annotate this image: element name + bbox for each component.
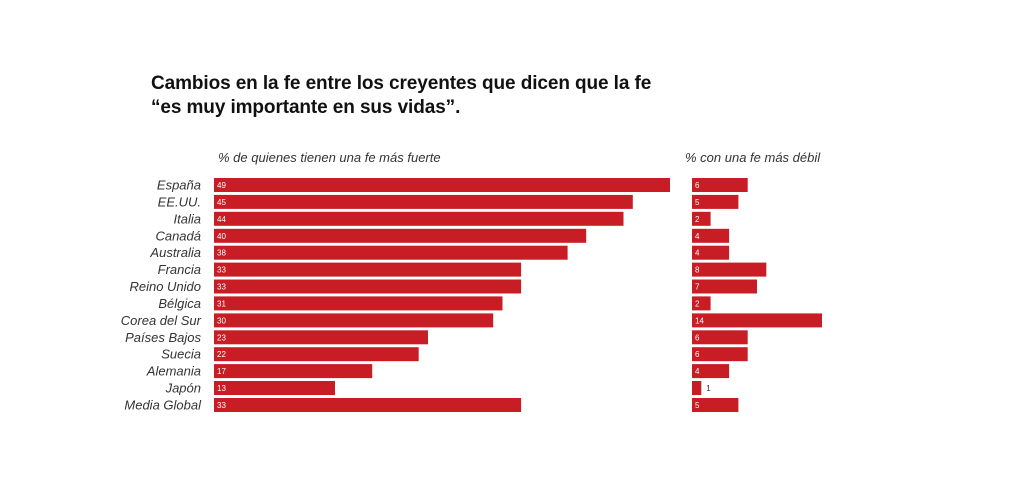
chart-title-line-1: Cambios en la fe entre los creyentes que…	[151, 73, 652, 94]
stronger-value-label-belgica: 31	[217, 299, 226, 308]
stronger-value-label-espana: 49	[217, 181, 226, 190]
weaker-value-label-corea-del-sur: 14	[695, 316, 704, 325]
weaker-value-label-belgica: 2	[695, 299, 700, 308]
category-label-belgica: Bélgica	[158, 296, 201, 311]
stronger-value-label-australia: 38	[217, 249, 226, 258]
category-label-paises-bajos: Países Bajos	[125, 330, 201, 345]
category-label-ee-uu: EE.UU.	[158, 194, 201, 209]
stronger-value-label-canada: 40	[217, 232, 226, 241]
weaker-bar-suecia	[692, 347, 748, 362]
weaker-value-label-suecia: 6	[695, 350, 700, 359]
weaker-value-label-canada: 4	[695, 232, 700, 241]
weaker-bar-francia	[692, 262, 767, 277]
weaker-value-label-espana: 6	[695, 181, 700, 190]
stronger-bar-ee-uu	[214, 194, 633, 209]
stronger-bar-francia	[214, 262, 522, 277]
category-label-suecia: Suecia	[161, 347, 201, 362]
stronger-value-label-ee-uu: 45	[217, 198, 226, 207]
stronger-bar-alemania	[214, 364, 373, 379]
weaker-bar-belgica	[692, 296, 711, 311]
stronger-value-label-francia: 33	[217, 266, 226, 275]
weaker-bar-japon	[692, 381, 702, 395]
stronger-bar-espana	[214, 178, 670, 192]
stronger-value-label-reino-unido: 33	[217, 283, 226, 292]
stronger-value-label-media-global: 33	[217, 401, 226, 410]
category-label-espana: España	[157, 178, 201, 193]
stronger-value-label-paises-bajos: 23	[217, 333, 226, 342]
panel-stronger-faith: 49 45 44 40 38 33 33 31 30 23 22 17 13 33	[214, 178, 670, 412]
stronger-value-label-italia: 44	[217, 215, 226, 224]
category-label-japon: Japón	[165, 381, 201, 396]
weaker-value-label-francia: 8	[695, 266, 700, 275]
weaker-bar-espana	[692, 178, 748, 192]
weaker-value-label-japon: 1	[706, 384, 711, 393]
category-label-reino-unido: Reino Unido	[129, 279, 201, 294]
category-label-corea-del-sur: Corea del Sur	[121, 313, 202, 328]
weaker-bar-alemania	[692, 364, 730, 379]
weaker-bar-australia	[692, 245, 730, 260]
weaker-value-label-ee-uu: 5	[695, 198, 700, 207]
stronger-value-label-suecia: 22	[217, 350, 226, 359]
weaker-bar-italia	[692, 211, 711, 226]
stronger-bar-italia	[214, 211, 624, 226]
weaker-bar-reino-unido	[692, 279, 757, 294]
panel-title-weaker-faith: % con una fe más débil	[685, 150, 821, 165]
stronger-bar-paises-bajos	[214, 330, 428, 345]
category-label-australia: Australia	[149, 245, 201, 260]
weaker-value-label-australia: 4	[695, 249, 700, 258]
weaker-bar-corea-del-sur	[692, 313, 822, 328]
stronger-bar-canada	[214, 228, 587, 243]
weaker-value-label-alemania: 4	[695, 367, 700, 376]
weaker-value-label-italia: 2	[695, 215, 700, 224]
stronger-bar-japon	[214, 381, 335, 395]
stronger-bar-australia	[214, 245, 568, 260]
category-label-media-global: Media Global	[124, 398, 202, 413]
stronger-bar-corea-del-sur	[214, 313, 494, 328]
category-label-canada: Canadá	[155, 228, 201, 243]
weaker-bar-ee-uu	[692, 194, 739, 209]
stronger-value-label-alemania: 17	[217, 367, 226, 376]
category-label-italia: Italia	[174, 211, 201, 226]
weaker-value-label-paises-bajos: 6	[695, 333, 700, 342]
stronger-value-label-japon: 13	[217, 384, 226, 393]
stronger-bar-media-global	[214, 398, 522, 412]
weaker-bar-canada	[692, 228, 730, 243]
chart-title: Cambios en la fe entre los creyentes que…	[151, 72, 651, 120]
weaker-bar-paises-bajos	[692, 330, 748, 345]
stronger-bar-belgica	[214, 296, 503, 311]
panel-title-stronger-faith: % de quienes tienen una fe más fuerte	[218, 150, 441, 165]
weaker-value-label-media-global: 5	[695, 401, 700, 410]
stronger-bar-reino-unido	[214, 279, 522, 294]
category-label-francia: Francia	[158, 262, 201, 277]
category-label-alemania: Alemania	[146, 364, 201, 379]
stronger-value-label-corea-del-sur: 30	[217, 316, 226, 325]
weaker-bar-media-global	[692, 398, 739, 412]
stronger-bar-suecia	[214, 347, 419, 362]
chart-title-line-2: “es muy importante en sus vidas”.	[151, 97, 461, 118]
weaker-value-label-reino-unido: 7	[695, 283, 700, 292]
